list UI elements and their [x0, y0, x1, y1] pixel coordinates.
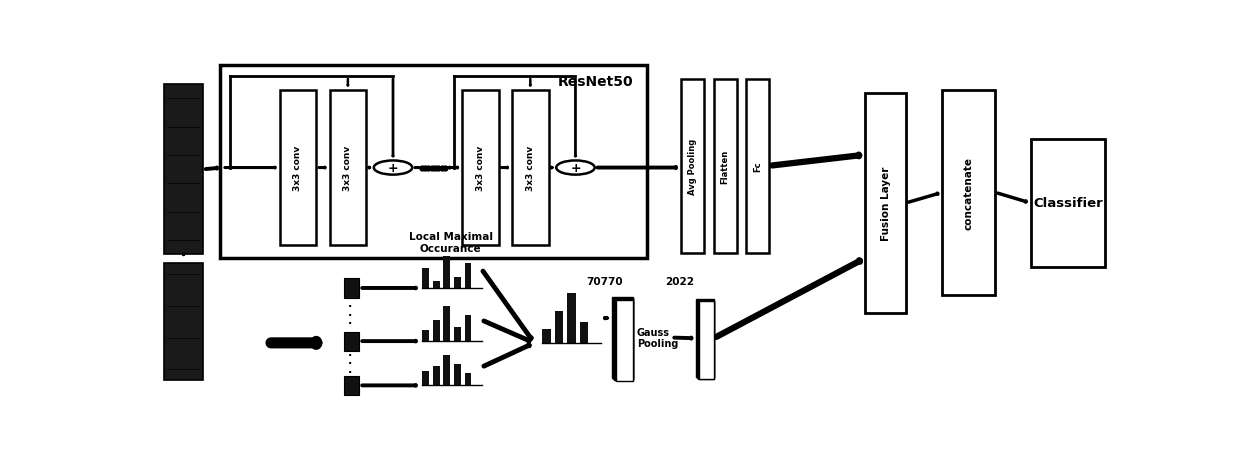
Text: 3x3 conv: 3x3 conv: [525, 146, 535, 191]
Bar: [444, 306, 450, 341]
Text: 70770: 70770: [586, 277, 622, 286]
Bar: [567, 294, 576, 343]
Text: concatenate: concatenate: [964, 157, 974, 230]
Text: 3x3 conv: 3x3 conv: [476, 146, 484, 191]
Text: Flatten: Flatten: [721, 149, 730, 184]
Bar: [344, 332, 359, 351]
Bar: [221, 66, 648, 258]
Bar: [330, 90, 367, 246]
Bar: [746, 80, 769, 253]
Bar: [580, 322, 589, 343]
Text: Local Maximal
Occurance: Local Maximal Occurance: [409, 231, 493, 253]
Bar: [1031, 140, 1105, 267]
Bar: [165, 263, 203, 380]
Text: +: +: [570, 162, 581, 175]
Bar: [465, 373, 471, 386]
Bar: [344, 279, 359, 298]
Bar: [714, 80, 737, 253]
Bar: [866, 94, 906, 313]
Bar: [543, 329, 551, 343]
Bar: [555, 311, 564, 343]
Text: Avg Pooling: Avg Pooling: [688, 138, 698, 195]
Bar: [465, 315, 471, 341]
Bar: [444, 355, 450, 386]
Bar: [512, 90, 549, 246]
Bar: [422, 331, 429, 341]
Bar: [613, 299, 633, 380]
Bar: [453, 327, 461, 341]
Bar: [699, 301, 714, 379]
Bar: [681, 80, 704, 253]
Text: Gauss
Pooling: Gauss Pooling: [637, 327, 678, 348]
Bar: [615, 299, 633, 381]
Text: Classifier: Classifier: [1033, 197, 1103, 210]
Text: 2022: 2022: [664, 277, 694, 286]
Bar: [422, 371, 429, 386]
Text: ·
·
·: · · ·: [348, 302, 352, 328]
Bar: [462, 90, 498, 246]
Text: +: +: [388, 162, 398, 175]
Text: 3x3 conv: 3x3 conv: [294, 146, 302, 191]
Bar: [432, 366, 440, 386]
Bar: [699, 302, 714, 380]
Bar: [280, 90, 316, 246]
Text: ResNet50: ResNet50: [558, 74, 633, 89]
Bar: [432, 281, 440, 288]
Bar: [943, 90, 995, 296]
Bar: [616, 300, 633, 381]
Bar: [612, 297, 633, 379]
Text: Fusion Layer: Fusion Layer: [881, 167, 891, 241]
Bar: [444, 257, 450, 288]
Bar: [432, 320, 440, 341]
Bar: [698, 300, 714, 378]
Bar: [696, 300, 714, 377]
Text: 3x3 conv: 3x3 conv: [343, 146, 352, 191]
Bar: [344, 376, 359, 396]
Bar: [613, 298, 633, 379]
Bar: [422, 269, 429, 288]
Bar: [453, 364, 461, 386]
Bar: [165, 85, 203, 255]
Text: ·
·
·: · · ·: [348, 350, 352, 377]
Bar: [453, 278, 461, 288]
Text: Fc: Fc: [753, 161, 762, 172]
Bar: [465, 263, 471, 288]
